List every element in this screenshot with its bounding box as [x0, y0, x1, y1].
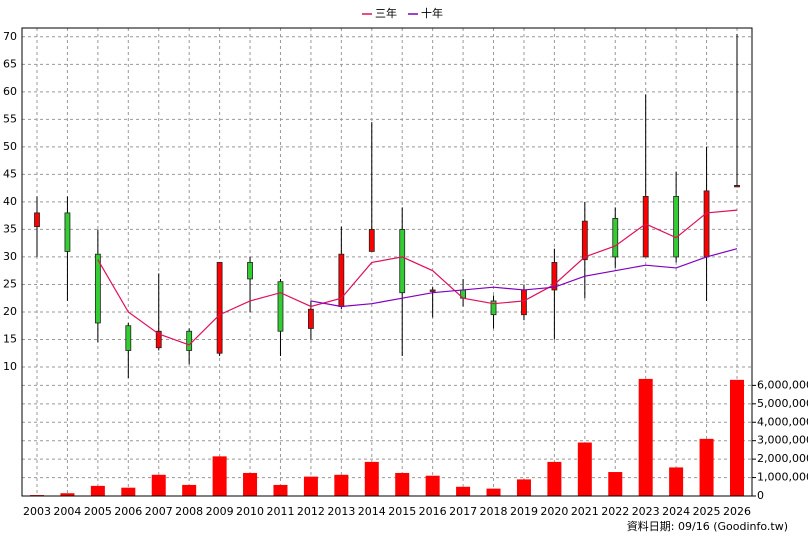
y-tick-label: 25: [3, 277, 17, 290]
volume-bar: [121, 487, 136, 496]
y-tick-label: 40: [3, 195, 17, 208]
x-tick-label: 2006: [114, 505, 142, 518]
y2-tick-label: 1,000,000: [757, 471, 808, 484]
volume-bar: [516, 479, 531, 496]
x-tick-label: 2017: [449, 505, 477, 518]
volume-bar: [182, 484, 197, 496]
volume-bar: [486, 488, 501, 496]
x-tick-label: 2015: [388, 505, 416, 518]
candle-body: [34, 212, 40, 228]
volume-bar: [608, 472, 623, 496]
candle-body: [94, 253, 101, 324]
candle-body: [673, 195, 680, 258]
candle-body: [216, 262, 223, 354]
x-tick-label: 2025: [693, 505, 721, 518]
y-tick-label: 55: [3, 112, 17, 125]
volume-bar: [669, 467, 684, 496]
volume-bar: [577, 442, 592, 496]
volume-bar: [730, 379, 744, 496]
candle-body: [551, 262, 558, 291]
legend-label: 三年: [375, 6, 397, 20]
candle-body: [125, 325, 132, 351]
x-tick-label: 2024: [662, 505, 690, 518]
volume-bar: [364, 461, 379, 496]
y2-tick-label: 2,000,000: [757, 452, 808, 465]
volume-bar: [456, 486, 471, 496]
ma-line: [97, 209, 738, 346]
volume-bar: [60, 493, 75, 496]
y2-tick-label: 5,000,000: [757, 397, 808, 410]
candle-body: [429, 289, 436, 292]
x-tick-label: 2014: [358, 505, 386, 518]
x-tick-label: 2009: [206, 505, 234, 518]
candle-body: [612, 218, 619, 258]
ma-line: [310, 248, 738, 308]
candle-body: [155, 330, 162, 349]
x-tick-label: 2026: [723, 505, 751, 518]
candle-body: [734, 184, 740, 188]
volume-bar: [699, 438, 714, 496]
x-tick-label: 2008: [175, 505, 203, 518]
x-tick-label: 2020: [540, 505, 568, 518]
x-tick-label: 2019: [510, 505, 538, 518]
x-tick-label: 2013: [327, 505, 355, 518]
y-tick-label: 15: [3, 332, 17, 345]
y-tick-label: 45: [3, 167, 17, 180]
legend-label: 十年: [421, 6, 443, 20]
candle-body: [521, 289, 527, 316]
x-tick-label: 2018: [480, 505, 508, 518]
volume-bar: [243, 472, 258, 496]
candle-body: [581, 220, 588, 261]
x-tick-label: 2016: [419, 505, 447, 518]
volume-bar: [395, 472, 410, 496]
volume-bar: [303, 476, 318, 496]
x-tick-label: 2022: [601, 505, 629, 518]
y2-tick-label: 4,000,000: [757, 415, 808, 428]
candle-body: [247, 262, 253, 280]
x-tick-label: 2011: [266, 505, 294, 518]
y2-tick-label: 6,000,000: [757, 378, 808, 391]
volume-bar: [90, 485, 105, 496]
y2-tick-label: 0: [757, 489, 764, 502]
x-tick-label: 2007: [145, 505, 173, 518]
x-tick-label: 2021: [571, 505, 599, 518]
candle-body: [399, 229, 406, 294]
y-tick-label: 70: [3, 30, 17, 43]
candle-body: [703, 190, 710, 258]
volume-bar: [547, 461, 562, 496]
candle-body: [368, 229, 375, 252]
volume-bar: [273, 484, 288, 496]
y-tick-label: 65: [3, 57, 17, 70]
volume-bar: [425, 475, 440, 496]
plot-border: [21, 27, 753, 497]
y2-tick-label: 3,000,000: [757, 434, 808, 447]
volume-bar: [638, 378, 653, 496]
candle-body: [277, 281, 284, 332]
y-tick-label: 35: [3, 222, 17, 235]
volume-bar: [151, 474, 166, 496]
y-tick-label: 60: [3, 85, 17, 98]
y-tick-label: 10: [3, 360, 17, 373]
source-note: 資料日期: 09/16 (Goodinfo.tw): [627, 519, 788, 533]
candle-body: [642, 195, 649, 258]
plot-area: [22, 28, 752, 496]
candle-body: [490, 300, 497, 316]
x-tick-label: 2012: [297, 505, 325, 518]
candle-body: [308, 308, 314, 329]
candle-body: [186, 330, 193, 351]
volume-bar: [334, 474, 349, 496]
candle-body: [64, 212, 71, 252]
x-tick-label: 2003: [23, 505, 51, 518]
x-tick-label: 2005: [84, 505, 112, 518]
x-tick-label: 2004: [53, 505, 81, 518]
y-tick-label: 30: [3, 250, 17, 263]
x-tick-label: 2023: [632, 505, 660, 518]
x-tick-label: 2010: [236, 505, 264, 518]
y-tick-label: 20: [3, 305, 17, 318]
y-tick-label: 50: [3, 140, 17, 153]
volume-bar: [212, 456, 227, 496]
